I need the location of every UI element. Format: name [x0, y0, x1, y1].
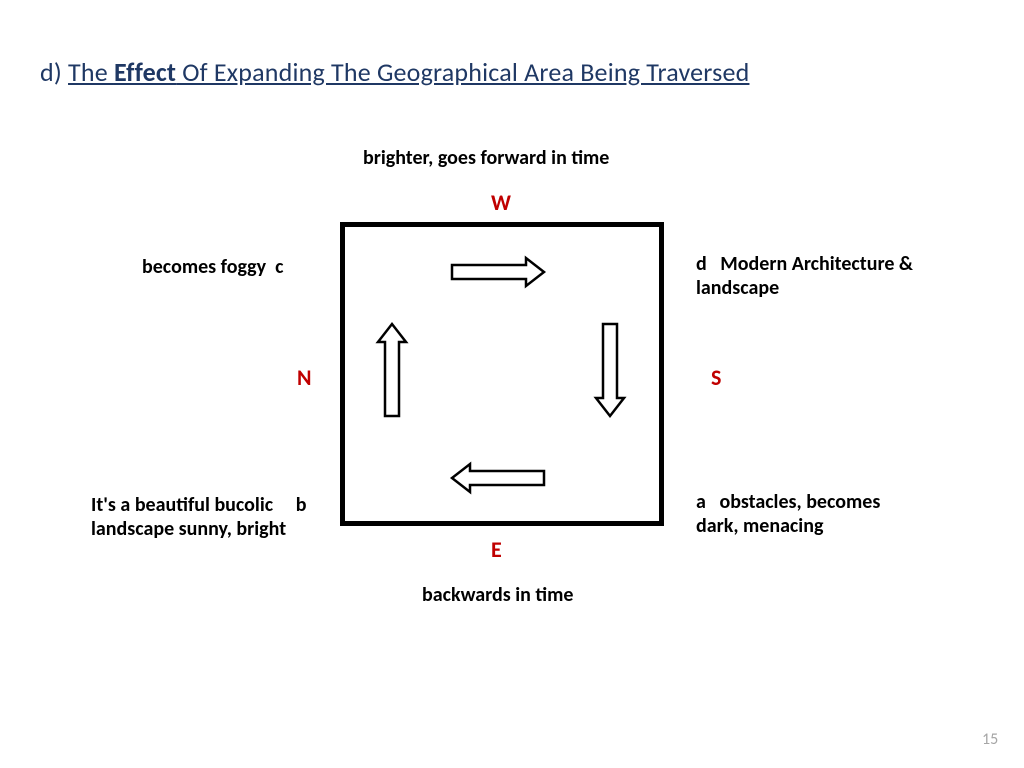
title-post-bold: Of Expanding The Geographical Area Being…: [176, 56, 749, 88]
arrow-bottom: [448, 428, 548, 528]
compass-e: E: [491, 536, 502, 563]
label-top: brighter, goes forward in time: [363, 146, 609, 170]
compass-w: W: [491, 189, 511, 216]
compass-s: S: [711, 364, 721, 391]
page-number: 15: [982, 730, 998, 749]
label-right-upper: d Modern Architecture & landscape: [696, 252, 913, 300]
arrow-left: [342, 320, 442, 420]
title-bold: Effect: [114, 56, 176, 88]
compass-n: N: [297, 364, 312, 391]
arrow-right: [560, 320, 660, 420]
label-right-lower: a obstacles, becomes dark, menacing: [696, 490, 880, 538]
arrow-top: [448, 222, 548, 322]
title-prefix: d): [40, 56, 68, 88]
label-left-lower: It's a beautiful bucolic b landscape sun…: [91, 493, 306, 541]
page-title: d) The Effect Of Expanding The Geographi…: [40, 56, 749, 88]
label-bottom: backwards in time: [422, 583, 573, 607]
title-pre-bold: The: [68, 56, 114, 88]
label-left-upper: becomes foggy c: [142, 255, 283, 279]
